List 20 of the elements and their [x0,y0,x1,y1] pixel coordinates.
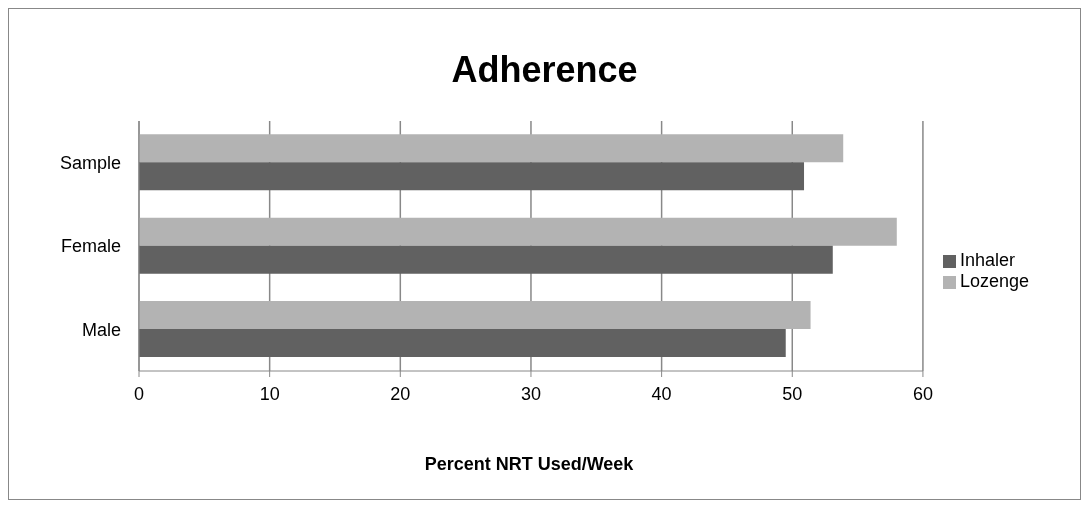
bar [139,245,833,274]
bar [139,217,897,246]
x-tick-label: 10 [259,383,280,404]
x-tick-label: 50 [782,383,803,404]
x-axis-title: Percent NRT Used/Week [423,454,635,475]
x-tick-label: 20 [390,383,411,404]
bar [139,162,805,191]
bar [139,134,844,163]
y-tick-label: Male [81,319,121,340]
x-tick-label: 40 [651,383,672,404]
x-tick-label: 30 [520,383,541,404]
x-tick-label: 0 [133,383,145,404]
y-tick-label: Sample [59,153,121,174]
legend-label: Lozenge [959,271,1029,291]
y-tick-label: Female [60,236,121,257]
bar [139,329,786,357]
x-tick-label: 60 [912,383,933,404]
legend-label: Inhaler [959,250,1015,270]
chart-title: Adherence [450,49,639,91]
bar [139,301,811,329]
